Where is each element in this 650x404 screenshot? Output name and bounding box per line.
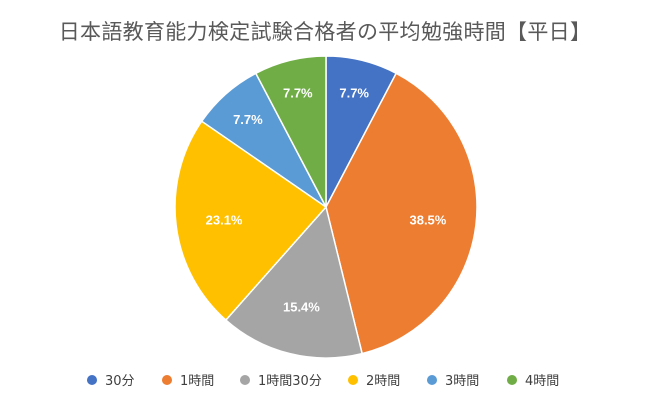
chart-title: 日本語教育能力検定試験合格者の平均勉強時間【平日】 (58, 20, 592, 44)
legend-label: 1時間 (180, 374, 215, 389)
legend-label: 4時間 (525, 374, 560, 389)
legend-marker-icon (427, 374, 437, 385)
legend: 30分 1時間 1時間30分 2時間 3時間 4時間 (0, 370, 650, 390)
pie-slice-2 (224, 205, 364, 359)
data-label-4: 7.7% (233, 112, 263, 127)
pie-slice-5 (254, 55, 327, 208)
pie-slice-3 (174, 120, 328, 322)
data-label-2: 15.4% (283, 300, 320, 315)
legend-label: 30分 (105, 374, 135, 389)
data-label-5: 7.7% (283, 86, 313, 101)
legend-item-4: 3時間 (427, 370, 479, 389)
legend-item-0: 30分 (87, 370, 135, 389)
pie-slice-1 (325, 72, 478, 355)
legend-item-2: 1時間30分 (240, 370, 322, 389)
legend-marker-icon (240, 374, 250, 385)
data-label-3: 23.1% (206, 212, 243, 227)
legend-marker-icon (348, 374, 358, 385)
legend-label: 2時間 (366, 374, 401, 389)
legend-label: 1時間30分 (258, 374, 322, 389)
legend-marker-icon (507, 374, 517, 385)
legend-item-5: 4時間 (507, 370, 559, 389)
legend-label: 3時間 (445, 374, 480, 389)
legend-marker-icon (162, 374, 172, 385)
legend-item-3: 2時間 (348, 370, 400, 389)
data-label-1: 38.5% (409, 212, 446, 227)
legend-marker-icon (87, 374, 97, 385)
legend-item-1: 1時間 (162, 370, 214, 389)
data-label-0: 7.7% (339, 86, 369, 101)
